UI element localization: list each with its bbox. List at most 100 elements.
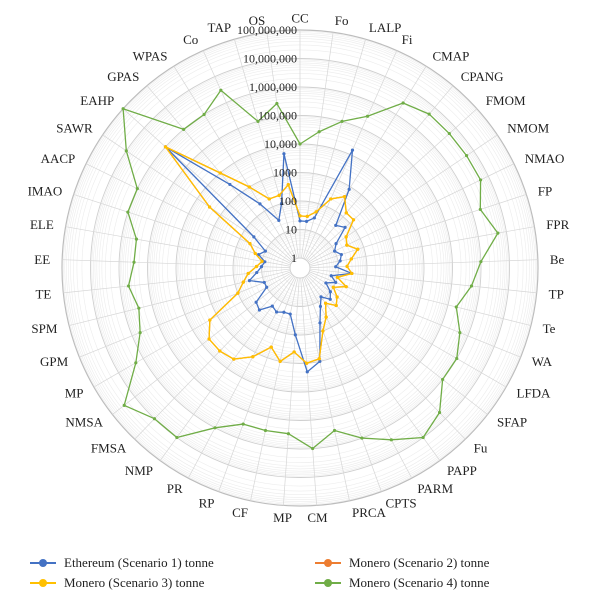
series-point-4 (138, 330, 142, 335)
series-point-3 (298, 214, 302, 218)
spoke (173, 65, 295, 260)
series-point-4 (134, 237, 139, 241)
spoke (283, 277, 300, 506)
series-point-4 (479, 260, 483, 264)
series-point-3 (350, 271, 354, 276)
category-label: LALP (369, 20, 402, 35)
category-label: Fo (335, 13, 349, 28)
legend-item-monero-s3: Monero (Scenario 3) tonne (30, 575, 204, 591)
spoke (187, 276, 296, 479)
spoke (308, 272, 507, 388)
tick-label: 10 (285, 223, 297, 237)
series-line-1 (164, 146, 354, 373)
series-point-4 (121, 107, 125, 111)
spoke (68, 270, 291, 326)
spoke (266, 32, 299, 259)
series-point-1 (334, 242, 338, 246)
series-point-1 (329, 274, 333, 278)
category-label: PR (167, 481, 183, 496)
spoke (301, 277, 350, 501)
series-point-1 (270, 304, 274, 308)
series-point-3 (260, 259, 264, 263)
series-point-1 (252, 235, 256, 239)
category-label: MP (65, 386, 84, 401)
series-point-3 (335, 295, 339, 299)
series-point-1 (318, 304, 323, 309)
legend-swatch-monero-s4 (315, 578, 341, 588)
series-point-4 (182, 127, 186, 131)
series-point-3 (269, 345, 273, 349)
series-point-1 (247, 279, 252, 283)
spoke (309, 194, 527, 266)
category-label: MP (273, 510, 292, 525)
category-label: PRCA (352, 505, 387, 520)
series-line-4 (122, 89, 499, 450)
series-point-4 (478, 178, 483, 182)
series-point-4 (311, 446, 315, 451)
legend-swatch-monero-s2 (315, 558, 341, 568)
series-point-1 (304, 219, 309, 223)
series-point-3 (344, 285, 348, 289)
series-point-3 (236, 291, 240, 295)
series-point-1 (347, 187, 351, 191)
spoke (122, 108, 293, 262)
series-point-3 (292, 350, 296, 354)
series-point-3 (247, 185, 251, 189)
category-label: CF (232, 505, 248, 520)
series-point-4 (455, 356, 459, 361)
legend-label-monero-s3: Monero (Scenario 3) tonne (64, 575, 205, 590)
spoke (300, 277, 317, 506)
series-point-3 (267, 197, 271, 201)
series-point-4 (441, 377, 445, 382)
series-point-1 (350, 148, 355, 152)
series-2 (163, 145, 360, 365)
spoke (302, 39, 366, 259)
series-point-3 (345, 243, 349, 247)
series-point-4 (137, 306, 141, 310)
category-label: LFDA (517, 386, 552, 401)
spoke (65, 226, 291, 267)
legend-label-monero-s2: Monero (Scenario 2) tonne (349, 555, 490, 570)
spoke (63, 268, 291, 294)
tick-label: 100,000 (258, 109, 297, 123)
tick-label: 1000 (273, 166, 297, 180)
series-point-1 (263, 249, 267, 253)
series-point-1 (305, 370, 309, 374)
series-point-3 (331, 285, 335, 289)
series-point-4 (317, 130, 321, 134)
series-point-1 (318, 321, 322, 325)
category-label: NMAO (525, 151, 565, 166)
series-point-4 (447, 131, 451, 136)
series-point-3 (314, 210, 318, 214)
category-label: SFAP (497, 414, 527, 429)
series-point-4 (122, 403, 126, 407)
series-point-4 (175, 435, 179, 440)
spoke (309, 268, 537, 294)
tick-label: 1 (291, 251, 297, 265)
series-point-1 (265, 285, 269, 289)
category-label: SPM (31, 321, 57, 336)
series-point-1 (257, 252, 261, 257)
series-point-3 (356, 247, 360, 251)
radar-chart: 1 10 100 1000 10,000 100,000 1,000,000 10,000,0… (28, 11, 570, 525)
spoke (93, 272, 292, 388)
legend-label-ethereum-s1: Ethereum (Scenario 1) tonne (64, 555, 214, 570)
category-label: TE (35, 287, 51, 302)
tick-label: 10,000,000 (243, 52, 297, 66)
series-point-3 (344, 211, 348, 215)
category-label: Fi (402, 32, 413, 47)
category-label: EAHP (80, 93, 114, 108)
series-point-1 (263, 260, 267, 264)
series-point-4 (241, 422, 245, 426)
category-label: CM (307, 510, 328, 525)
series-point-1 (334, 265, 338, 269)
series-point-3 (218, 349, 222, 353)
series-point-4 (454, 305, 458, 309)
spoke (134, 274, 294, 440)
series-point-4 (421, 435, 425, 440)
category-label: EE (34, 252, 50, 267)
legend-label-monero-s4: Monero (Scenario 4) tonne (349, 575, 490, 590)
series-point-1 (343, 225, 347, 229)
series-point-3 (248, 242, 252, 246)
